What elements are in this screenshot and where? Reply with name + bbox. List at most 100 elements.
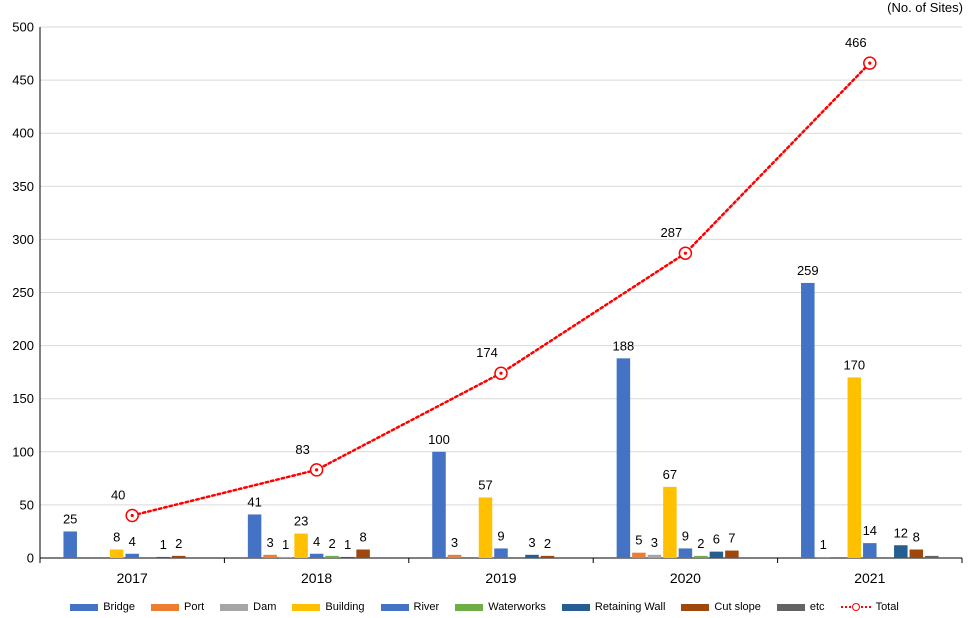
legend-item-building: Building: [292, 601, 365, 613]
total-data-label: 174: [476, 345, 498, 360]
bar-data-label: 25: [63, 511, 77, 526]
bar-data-label: 9: [497, 528, 504, 543]
bar-building: [847, 377, 862, 558]
total-data-label: 466: [845, 35, 867, 50]
bar-river: [309, 553, 324, 558]
bar-data-label: 1: [160, 537, 167, 552]
y-tick-label: 250: [12, 285, 34, 300]
legend-label: Retaining Wall: [594, 601, 666, 613]
bar-river: [125, 553, 139, 558]
legend-item-cut-slope: Cut slope: [681, 601, 761, 613]
total-line: [130, 61, 872, 517]
legend-item-etc: etc: [776, 601, 825, 613]
bar-cut-slope: [540, 555, 555, 558]
bar-data-label: 4: [313, 534, 320, 549]
x-tick-label: 2017: [117, 570, 148, 586]
legend-swatch: [561, 603, 590, 611]
y-tick-label: 150: [12, 391, 34, 406]
y-tick-label: 300: [12, 232, 34, 247]
y-axis-unit-label: (No. of Sites): [887, 0, 963, 15]
bar-port: [816, 556, 831, 558]
legend-swatch: [150, 603, 179, 611]
legend-label: Cut slope: [714, 601, 761, 613]
bar-building: [478, 497, 493, 558]
bar-data-label: 2: [544, 536, 551, 551]
bar-etc: [925, 555, 939, 558]
bar-data-label: 7: [728, 531, 735, 546]
legend-line-swatch: [840, 602, 871, 612]
bar-data-label: 170: [843, 357, 865, 372]
x-tick-label: 2018: [301, 570, 332, 586]
bar-port: [632, 552, 646, 558]
bar-data-label: 12: [894, 525, 908, 540]
bar-building: [109, 549, 124, 558]
total-marker-dot: [130, 513, 134, 518]
bar-data-label: 14: [863, 523, 877, 538]
bar-data-label: 188: [613, 338, 635, 353]
y-tick-label: 200: [12, 338, 34, 353]
bar-river: [863, 543, 877, 558]
bar-data-label: 4: [129, 534, 136, 549]
legend-item-retaining-wall: Retaining Wall: [561, 601, 666, 613]
bar-retaining-wall: [894, 545, 908, 558]
chart-legend: Bridge Port Dam Building River Waterworks Reta…: [0, 598, 969, 616]
y-tick-label: 450: [12, 73, 34, 88]
bar-bridge: [63, 531, 77, 558]
bar-port: [263, 554, 277, 558]
y-tick-label: 100: [12, 444, 34, 459]
legend-swatch: [292, 603, 321, 611]
bar-data-label: 6: [713, 532, 720, 547]
x-tick-label: 2020: [670, 570, 701, 586]
bar-data-label: 1: [282, 537, 289, 552]
legend-item-port: Port: [150, 601, 205, 613]
total-marker-dot: [683, 251, 688, 255]
bar-data-label: 2: [328, 536, 335, 551]
total-data-label: 287: [661, 225, 683, 240]
bar-waterworks: [325, 555, 339, 558]
bar-dam: [278, 556, 293, 558]
legend-label: Total: [875, 601, 899, 613]
total-data-label: 83: [295, 442, 309, 457]
bar-bridge: [432, 451, 446, 558]
bar-retaining-wall: [340, 556, 355, 558]
legend-swatch: [70, 603, 99, 611]
bar-data-label: 3: [266, 535, 273, 550]
bar-data-label: 57: [478, 477, 492, 492]
bar-bridge: [616, 358, 631, 558]
legend-item-total: Total: [840, 601, 899, 613]
bar-retaining-wall: [709, 551, 724, 558]
total-marker-dot: [315, 468, 319, 472]
chart-plot: 0 50 100 150 200 250 300 350 400 450 500 2017 2018 20…: [12, 20, 963, 586]
legend-swatch: [380, 603, 409, 611]
bar-river: [678, 548, 693, 558]
bar-data-label: 67: [663, 467, 677, 482]
y-tick-label: 500: [12, 20, 34, 35]
bar-data-label: 3: [451, 535, 458, 550]
legend-label: River: [413, 601, 440, 613]
bar-data-label: 100: [428, 432, 450, 447]
bar-data-label: 2: [697, 536, 704, 551]
legend-label: Bridge: [103, 601, 135, 613]
total-marker-dot: [868, 61, 872, 65]
x-tick-label: 2021: [854, 570, 885, 586]
bar-data-label: 259: [797, 263, 819, 278]
legend-label: Port: [183, 601, 205, 613]
legend-swatch: [455, 603, 484, 611]
bar-port: [447, 554, 462, 558]
bar-bridge: [801, 282, 815, 558]
legend-swatch: [776, 603, 805, 611]
bar-waterworks: [694, 555, 708, 558]
bar-data-label: 41: [247, 494, 261, 509]
bar-retaining-wall: [156, 556, 170, 558]
bar-data-label: 2: [175, 536, 182, 551]
y-tick-label: 0: [27, 551, 34, 566]
bar-cut-slope: [725, 550, 739, 558]
legend-item-waterworks: Waterworks: [455, 601, 546, 613]
legend-label: Waterworks: [488, 601, 546, 613]
legend-item-river: River: [380, 601, 440, 613]
bar-building: [663, 486, 677, 558]
bar-data-label: 23: [294, 514, 308, 529]
total-marker-dot: [499, 371, 503, 375]
bar-data-label: 1: [820, 537, 827, 552]
y-tick-label: 350: [12, 179, 34, 194]
